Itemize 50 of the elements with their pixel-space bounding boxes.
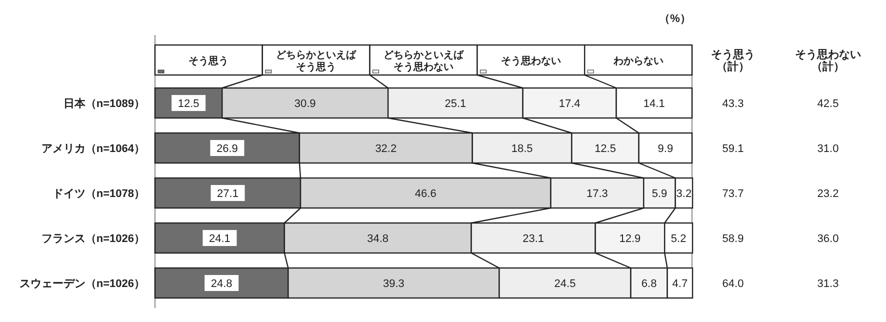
text: 31.0 [817, 143, 839, 155]
data-label: 30.9 [294, 98, 316, 110]
legend-item: どちらかといえばそう思わない [369, 44, 478, 76]
legend-item: そう思わない [476, 44, 586, 76]
text: 59.1 [722, 143, 744, 155]
text: 43.3 [722, 98, 744, 110]
data-label: 23.1 [522, 233, 544, 245]
text: 58.9 [722, 233, 744, 245]
data-label: 24.5 [554, 278, 576, 290]
legend-item: わからない [584, 44, 693, 76]
data-label: 24.1 [209, 233, 230, 245]
y-tick-label: 日本（n=1089） [63, 97, 145, 110]
data-label: 12.5 [594, 143, 616, 155]
data-label: 32.2 [375, 143, 397, 155]
data-label: 4.7 [672, 278, 688, 290]
data-label: 5.9 [652, 188, 668, 200]
legend-item: そう思う [154, 44, 263, 76]
data-label: 17.4 [558, 98, 580, 110]
data-label: 12.9 [619, 233, 641, 245]
text: 73.7 [722, 188, 744, 200]
y-tick-label: ドイツ（n=1078） [52, 188, 145, 200]
data-label: 12.5 [178, 98, 200, 110]
text: 31.3 [817, 278, 839, 290]
series-label: どちらかといえばそう思う [276, 49, 358, 73]
data-label: 46.6 [414, 188, 436, 200]
data-label: 18.5 [511, 143, 533, 155]
text: （%） [659, 13, 691, 25]
legend-item: どちらかといえばそう思う [262, 44, 370, 76]
series-label: どちらかといえばそう思わない [384, 49, 464, 73]
data-label: 25.1 [444, 98, 466, 110]
data-label: 6.8 [641, 278, 657, 290]
data-label: 39.3 [382, 278, 404, 290]
data-label: 9.9 [658, 143, 674, 155]
y-tick-label: スウェーデン（n=1026） [19, 278, 145, 290]
data-label: 14.1 [643, 98, 665, 110]
data-label: 26.9 [216, 143, 238, 155]
text: そう思わない（計） [795, 49, 861, 73]
text: そう思う（計） [711, 49, 755, 73]
text: 36.0 [817, 233, 839, 245]
data-label: 24.8 [210, 278, 232, 290]
y-tick-label: アメリカ（n=1064） [41, 143, 145, 155]
text: 64.0 [722, 278, 744, 290]
text: 42.5 [817, 98, 839, 110]
data-label: 27.1 [217, 188, 238, 200]
y-tick-label: フランス（n=1026） [41, 233, 145, 245]
data-label: 17.3 [586, 188, 608, 200]
data-label: 34.8 [367, 233, 389, 245]
data-label: 5.2 [670, 233, 686, 245]
text: 23.2 [817, 188, 839, 200]
data-label: 3.2 [676, 188, 692, 200]
